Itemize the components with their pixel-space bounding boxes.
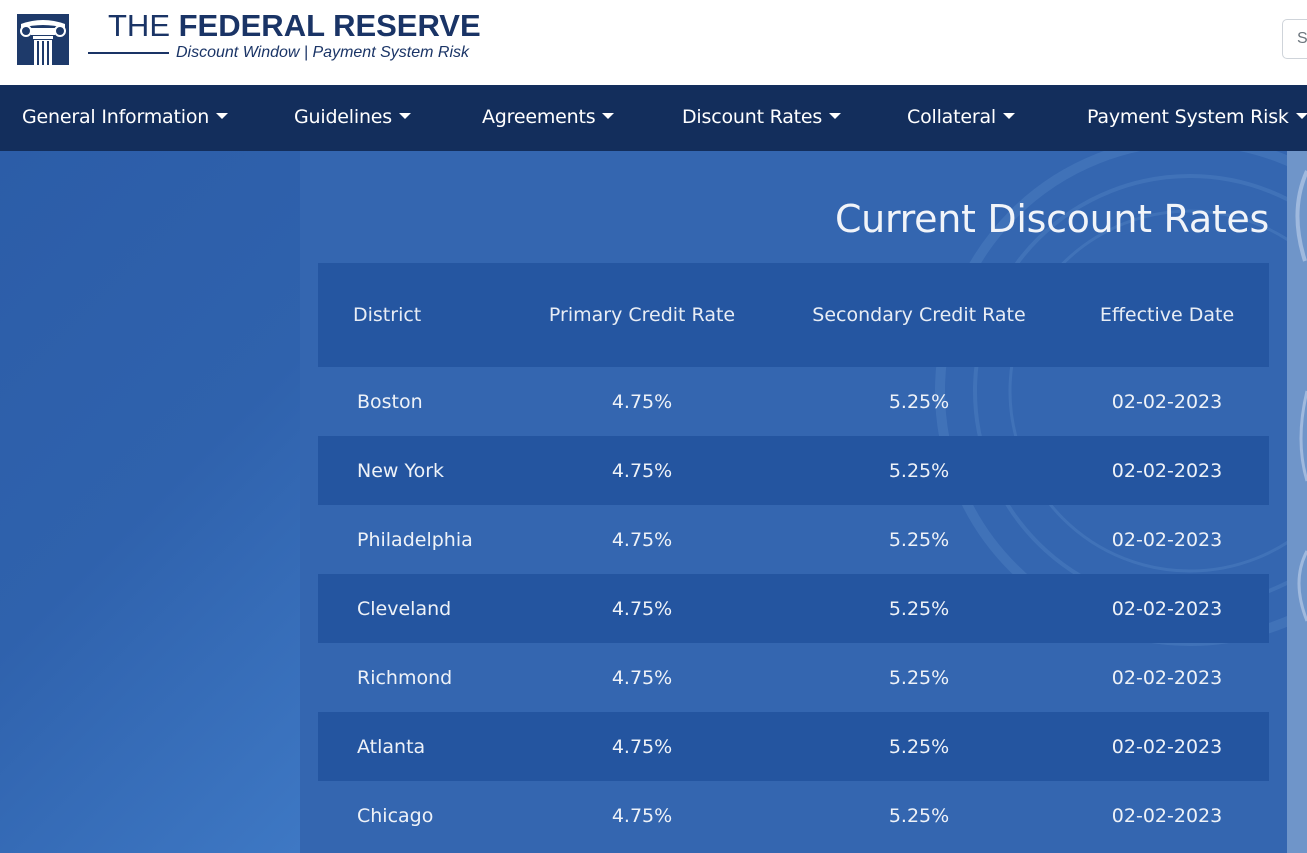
brand-subtitle: Discount Window | Payment System Risk xyxy=(176,44,469,61)
cell-primary-rate: 4.75% xyxy=(611,391,673,413)
brand-divider xyxy=(88,52,169,54)
nav-agreements[interactable]: Agreements xyxy=(482,106,615,128)
cell-effective-date: 02-02-2023 xyxy=(1111,460,1223,482)
left-sidebar-panel xyxy=(0,151,300,853)
nav-general-information[interactable]: General Information xyxy=(22,106,229,128)
brand-title-bold: FEDERAL RESERVE xyxy=(178,8,481,43)
brand-title-light: THE xyxy=(108,8,179,43)
discount-rates-table: District Primary Credit Rate Secondary C… xyxy=(318,263,1269,850)
cell-effective-date: 02-02-2023 xyxy=(1111,667,1223,689)
nav-collateral[interactable]: Collateral xyxy=(907,106,1015,128)
cell-effective-date: 02-02-2023 xyxy=(1111,529,1223,551)
brand-title[interactable]: THE FEDERAL RESERVE xyxy=(108,8,481,44)
caret-down-icon xyxy=(1295,113,1307,119)
table-row: Atlanta 4.75% 5.25% 02-02-2023 xyxy=(318,712,1269,781)
column-header-effective-date: Effective Date xyxy=(1099,304,1235,326)
cell-secondary-rate: 5.25% xyxy=(888,667,950,689)
nav-label: Guidelines xyxy=(294,106,392,128)
seal-edge-icon xyxy=(1295,170,1307,622)
nav-label: General Information xyxy=(22,106,210,128)
cell-district: Richmond xyxy=(357,667,453,689)
cell-effective-date: 02-02-2023 xyxy=(1111,736,1223,758)
cell-district: Philadelphia xyxy=(357,529,473,551)
table-row: Richmond 4.75% 5.25% 02-02-2023 xyxy=(318,643,1269,712)
table-row: Boston 4.75% 5.25% 02-02-2023 xyxy=(318,367,1269,436)
search-input[interactable]: S xyxy=(1282,19,1307,59)
cell-secondary-rate: 5.25% xyxy=(888,391,950,413)
nav-label: Payment System Risk xyxy=(1087,106,1289,128)
cell-secondary-rate: 5.25% xyxy=(888,529,950,551)
cell-primary-rate: 4.75% xyxy=(611,667,673,689)
cell-effective-date: 02-02-2023 xyxy=(1111,598,1223,620)
cell-district: Cleveland xyxy=(357,598,452,620)
caret-down-icon xyxy=(1002,113,1015,119)
table-row: Chicago 4.75% 5.25% 02-02-2023 xyxy=(318,781,1269,850)
cell-district: Chicago xyxy=(357,805,434,827)
cell-district: Boston xyxy=(357,391,423,413)
table-row: New York 4.75% 5.25% 02-02-2023 xyxy=(318,436,1269,505)
cell-primary-rate: 4.75% xyxy=(611,529,673,551)
column-header-district: District xyxy=(353,304,422,326)
cell-secondary-rate: 5.25% xyxy=(888,598,950,620)
caret-down-icon xyxy=(216,113,229,119)
caret-down-icon xyxy=(398,113,411,119)
cell-secondary-rate: 5.25% xyxy=(888,805,950,827)
cell-district: Atlanta xyxy=(357,736,426,758)
nav-label: Collateral xyxy=(907,106,996,128)
federal-reserve-logo-icon[interactable] xyxy=(17,14,69,65)
table-row: Cleveland 4.75% 5.25% 02-02-2023 xyxy=(318,574,1269,643)
cell-effective-date: 02-02-2023 xyxy=(1111,391,1223,413)
cell-effective-date: 02-02-2023 xyxy=(1111,805,1223,827)
cell-primary-rate: 4.75% xyxy=(611,736,673,758)
column-header-secondary: Secondary Credit Rate xyxy=(812,304,1026,326)
caret-down-icon xyxy=(602,113,615,119)
nav-label: Discount Rates xyxy=(682,106,823,128)
page-title: Current Discount Rates xyxy=(834,197,1269,241)
cell-district: New York xyxy=(357,460,445,482)
cell-secondary-rate: 5.25% xyxy=(888,460,950,482)
cell-primary-rate: 4.75% xyxy=(611,598,673,620)
table-row: Philadelphia 4.75% 5.25% 02-02-2023 xyxy=(318,505,1269,574)
right-edge-strip xyxy=(1287,151,1307,853)
nav-guidelines[interactable]: Guidelines xyxy=(294,106,411,128)
nav-discount-rates[interactable]: Discount Rates xyxy=(682,106,842,128)
main-navigation: General Information Guidelines Agreement… xyxy=(0,85,1307,151)
caret-down-icon xyxy=(829,113,842,119)
cell-primary-rate: 4.75% xyxy=(611,460,673,482)
nav-payment-system-risk[interactable]: Payment System Risk xyxy=(1087,106,1307,128)
nav-label: Agreements xyxy=(482,106,596,128)
cell-primary-rate: 4.75% xyxy=(611,805,673,827)
table-header: District Primary Credit Rate Secondary C… xyxy=(318,263,1269,367)
cell-secondary-rate: 5.25% xyxy=(888,736,950,758)
site-header: THE FEDERAL RESERVE Discount Window | Pa… xyxy=(0,0,1307,85)
column-header-primary: Primary Credit Rate xyxy=(548,304,736,326)
